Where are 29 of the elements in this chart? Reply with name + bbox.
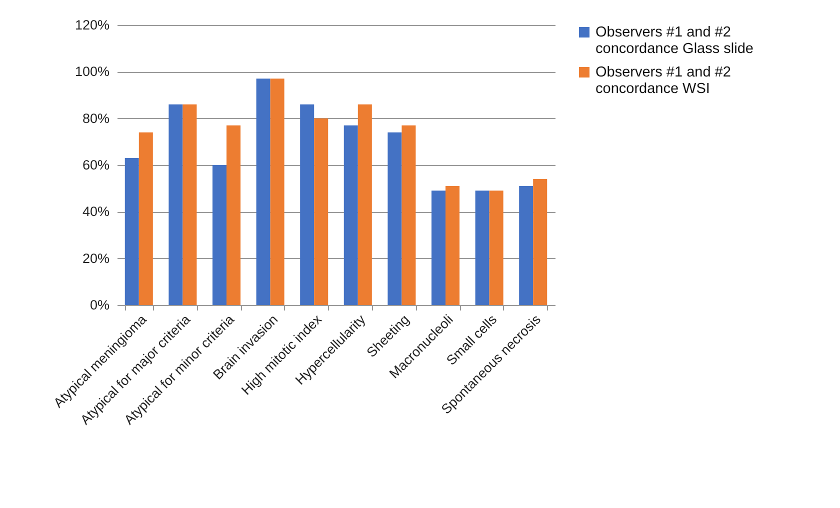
bar <box>124 158 139 305</box>
y-tick-label: 20% <box>82 250 110 266</box>
legend-label: Observers #1 and #2 concordance WSI <box>596 64 731 97</box>
y-tick-label: 100% <box>74 64 110 80</box>
bar <box>138 132 153 305</box>
y-tick-label: 0% <box>90 298 110 312</box>
y-tick-label: 80% <box>82 110 110 126</box>
legend-label: Observers #1 and #2 concordance Glass slide <box>596 24 754 57</box>
bar <box>533 179 548 305</box>
bar <box>475 190 490 305</box>
bar <box>344 125 358 305</box>
bar <box>314 118 328 305</box>
bar <box>358 104 372 305</box>
bar <box>402 125 416 305</box>
y-tick-label: 60% <box>82 158 110 172</box>
bar <box>270 78 284 305</box>
bar <box>182 104 197 305</box>
bar <box>300 104 314 305</box>
bar <box>489 190 504 305</box>
bar <box>256 78 270 305</box>
bar <box>519 186 534 305</box>
bar <box>388 132 402 305</box>
y-tick-label: 120% <box>74 18 110 32</box>
bar <box>212 165 226 305</box>
bar <box>446 186 460 305</box>
bar <box>226 125 241 305</box>
bar <box>431 190 446 305</box>
y-tick-label: 40% <box>82 204 110 220</box>
bar <box>168 104 183 305</box>
